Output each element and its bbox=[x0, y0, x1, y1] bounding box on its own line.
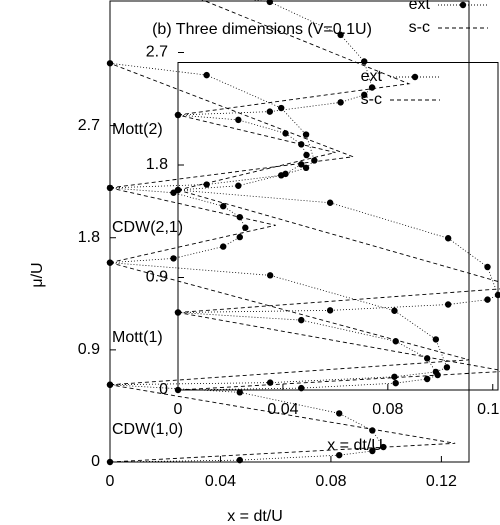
point bbox=[298, 316, 305, 324]
point bbox=[337, 99, 344, 106]
legend-label: s-c bbox=[409, 19, 430, 36]
x-axis-label: x = dt/U bbox=[327, 437, 383, 454]
legend-label: s-c bbox=[361, 91, 382, 108]
point bbox=[336, 451, 343, 459]
point bbox=[266, 272, 274, 279]
point bbox=[266, 108, 274, 115]
point bbox=[106, 60, 114, 67]
x-tick-label: 0 bbox=[106, 473, 115, 490]
point bbox=[443, 364, 451, 371]
point bbox=[302, 164, 310, 172]
annotation: CDW(1,0) bbox=[112, 421, 183, 438]
x-tick-label: 0.12 bbox=[426, 473, 457, 490]
y-tick-label: 0.9 bbox=[78, 341, 100, 358]
point bbox=[266, 0, 274, 6]
x-tick-label: 0.12 bbox=[477, 401, 500, 418]
point bbox=[278, 104, 285, 112]
point bbox=[242, 224, 249, 231]
point bbox=[298, 161, 305, 168]
point bbox=[369, 427, 376, 434]
point bbox=[282, 170, 289, 178]
point bbox=[391, 373, 398, 380]
y-tick-label: 0.9 bbox=[146, 269, 168, 286]
point bbox=[282, 130, 289, 137]
x-tick-label: 0 bbox=[174, 401, 183, 418]
dashed-line bbox=[109, 62, 470, 463]
point bbox=[236, 389, 243, 396]
point bbox=[326, 199, 334, 206]
point bbox=[236, 456, 243, 464]
point bbox=[392, 338, 399, 345]
point bbox=[170, 255, 177, 262]
point bbox=[361, 91, 368, 99]
plot-frame bbox=[177, 62, 499, 391]
point bbox=[311, 157, 318, 164]
plot-frame bbox=[109, 0, 470, 463]
point bbox=[444, 301, 452, 308]
point bbox=[298, 384, 305, 392]
point bbox=[235, 182, 242, 189]
legend-marker bbox=[411, 73, 419, 81]
y-tick-label: 1.8 bbox=[146, 156, 168, 173]
point bbox=[432, 336, 440, 343]
y-tick-label: 0 bbox=[91, 453, 100, 470]
x-tick-label: 0.04 bbox=[267, 401, 298, 418]
point bbox=[220, 203, 227, 210]
point bbox=[494, 291, 500, 299]
point bbox=[326, 307, 334, 314]
chart-title: (b) Three dimensions (V=0.1U) bbox=[152, 21, 372, 38]
point bbox=[203, 71, 210, 79]
x-tick-label: 0.08 bbox=[315, 473, 346, 490]
legend-label: ext bbox=[409, 0, 431, 13]
x-axis-label: x = dt/U bbox=[227, 508, 283, 525]
point bbox=[236, 233, 243, 241]
point bbox=[484, 296, 491, 303]
point bbox=[235, 116, 242, 124]
point bbox=[369, 447, 376, 455]
legend-label: ext bbox=[361, 68, 383, 85]
y-tick-label: 0 bbox=[159, 381, 168, 398]
annotation: Mott(1) bbox=[112, 329, 163, 346]
point bbox=[392, 379, 399, 387]
point bbox=[337, 31, 344, 39]
point bbox=[368, 84, 376, 91]
x-tick-label: 0.08 bbox=[372, 401, 403, 418]
x-tick-label: 0.04 bbox=[205, 473, 236, 490]
point bbox=[303, 151, 310, 159]
point bbox=[444, 235, 452, 242]
point bbox=[391, 307, 398, 314]
point bbox=[302, 131, 310, 138]
point bbox=[484, 263, 491, 271]
y-tick-label: 2.7 bbox=[78, 117, 100, 134]
legend-marker bbox=[459, 1, 467, 9]
dashed-line bbox=[177, 0, 500, 391]
annotation: CDW(2,1) bbox=[112, 219, 183, 236]
point bbox=[423, 375, 431, 383]
y-axis-label: μ/U bbox=[29, 262, 46, 287]
annotation: Mott(2) bbox=[112, 121, 163, 138]
dotted-line bbox=[177, 0, 499, 391]
y-tick-label: 1.8 bbox=[78, 229, 100, 246]
point bbox=[361, 58, 368, 65]
y-tick-label: 2.7 bbox=[146, 44, 168, 61]
point bbox=[423, 355, 431, 362]
point bbox=[336, 410, 343, 417]
point bbox=[220, 243, 227, 250]
